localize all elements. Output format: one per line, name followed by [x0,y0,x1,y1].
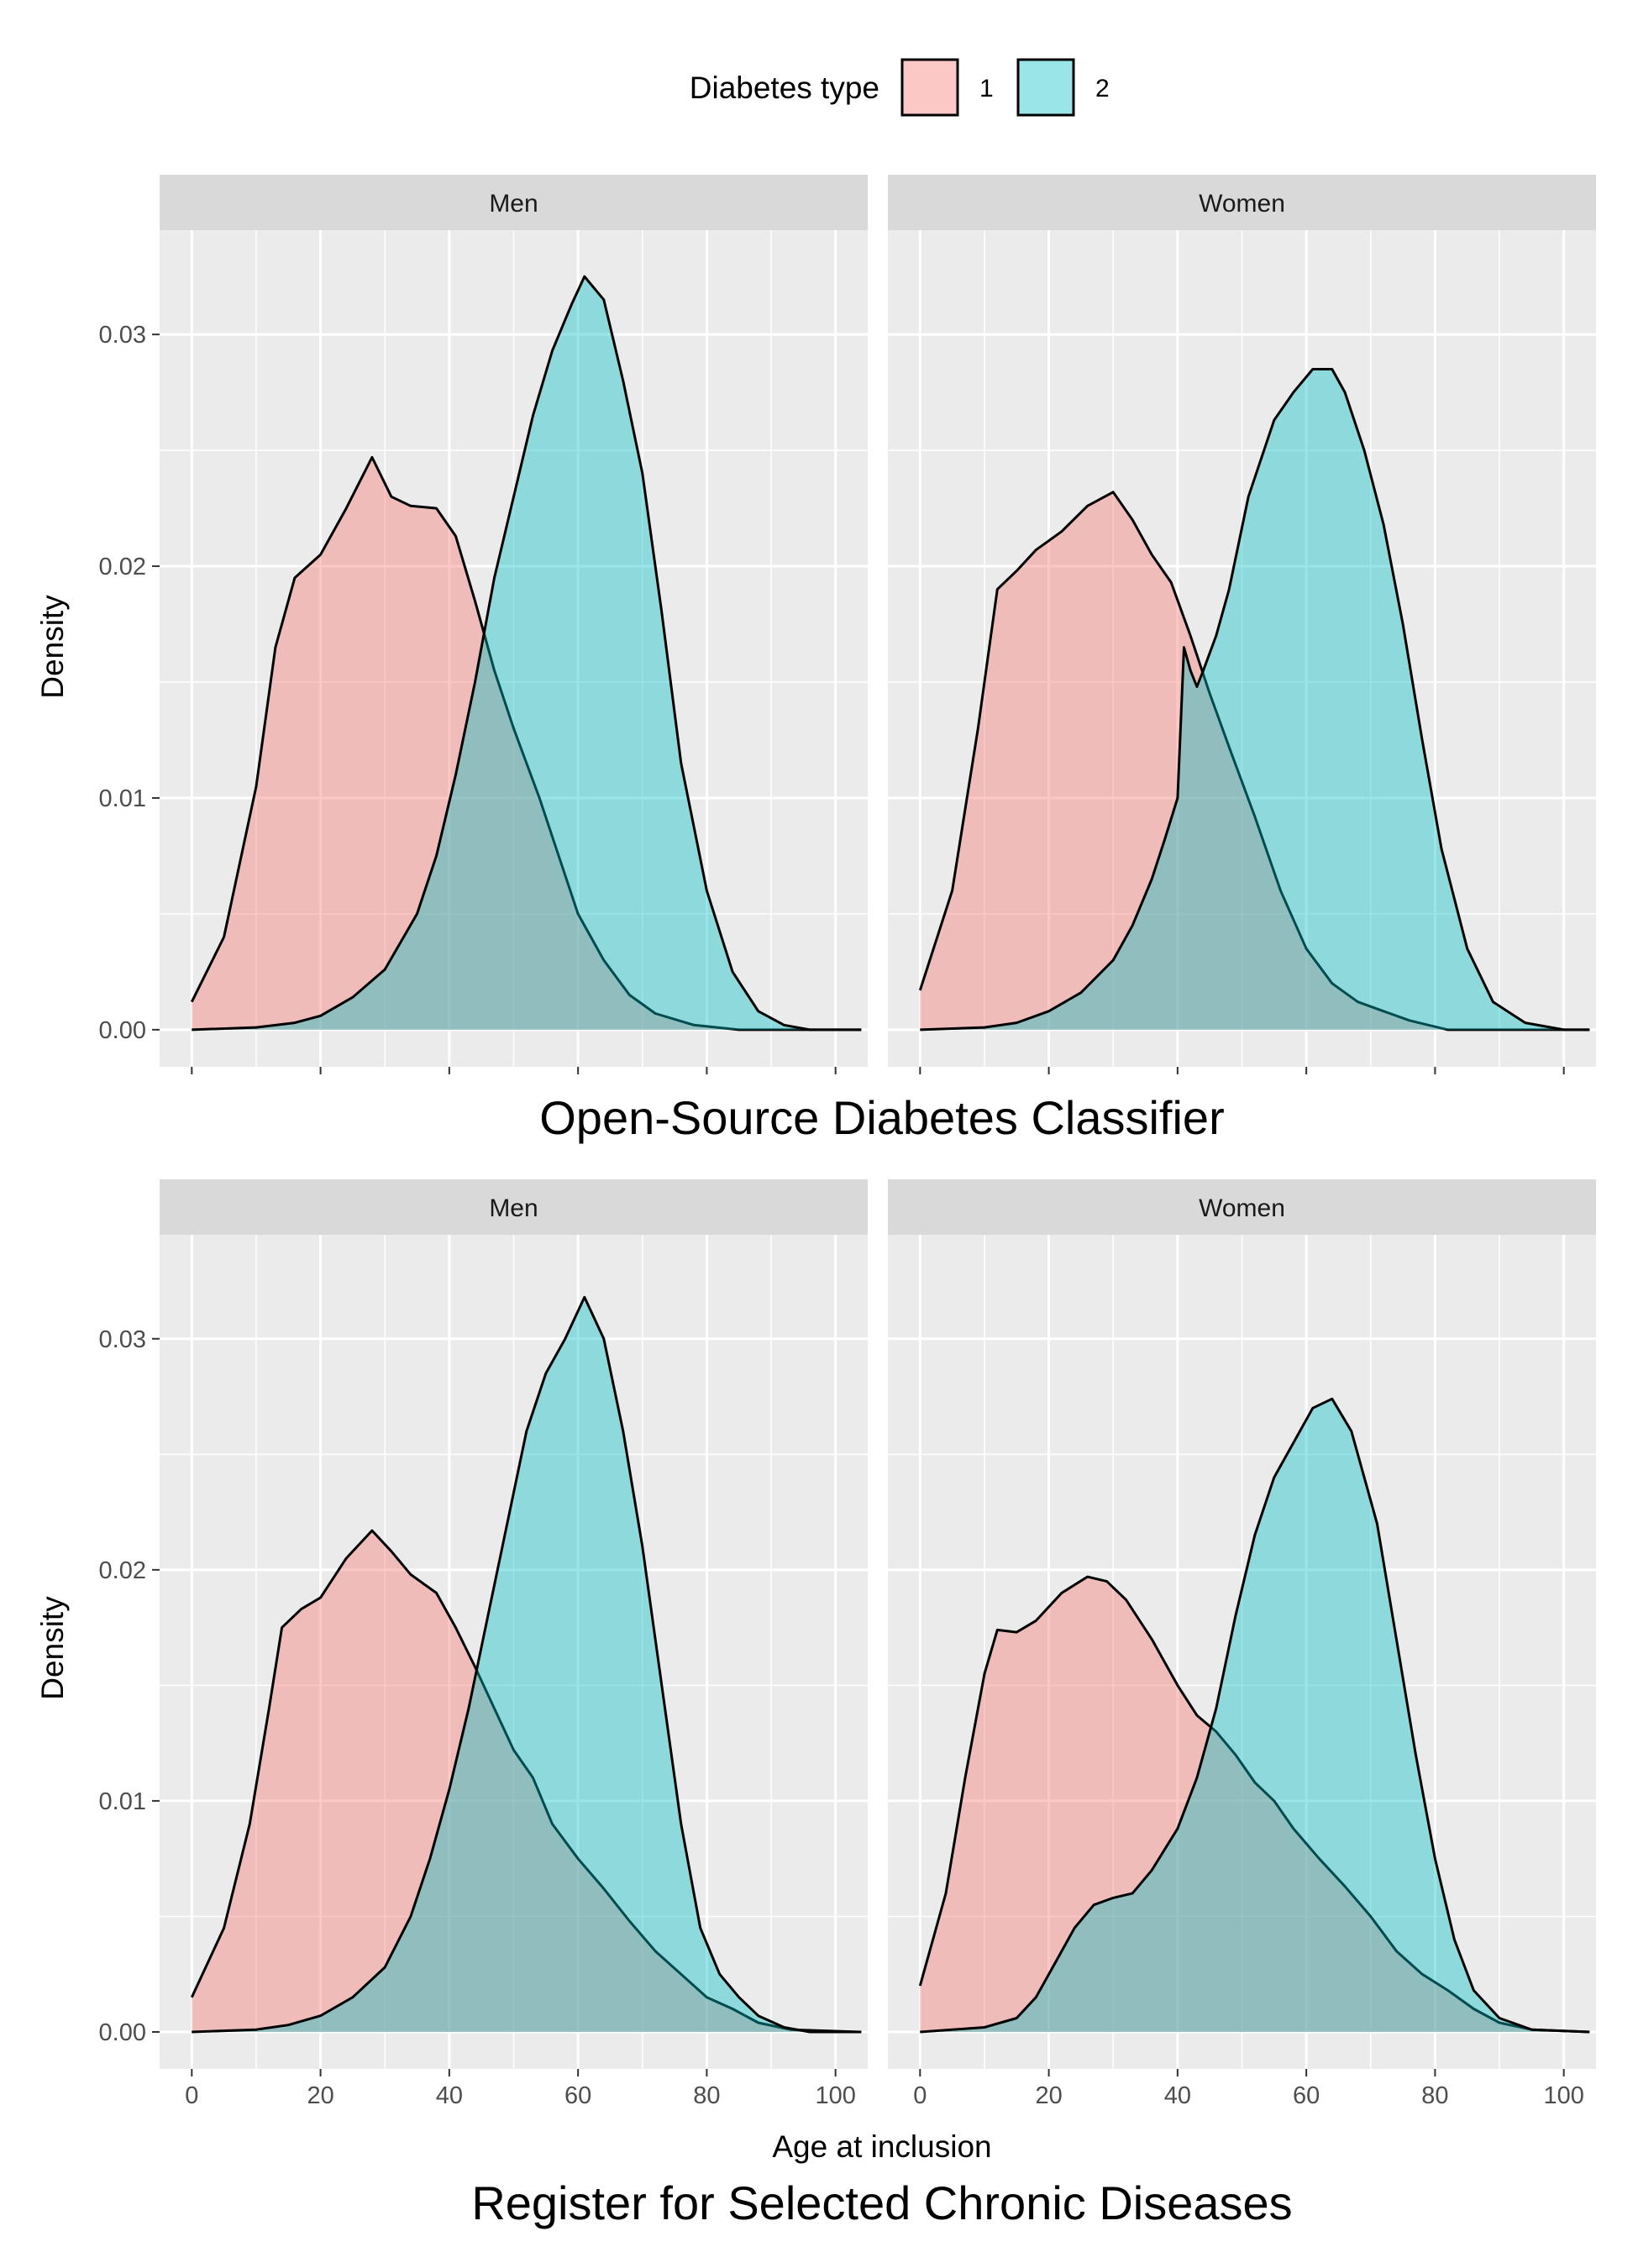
y-tick-label: 0.02 [99,1557,146,1584]
x-axis-title: Age at inclusion [772,2129,991,2164]
panel-women: Women 0 20 40 60 80 100 [888,1179,1596,2109]
density-outline-type-2 [192,1295,862,2034]
legend-label-type-1: 1 [979,75,994,102]
x-tick-label: 40 [1164,2082,1191,2109]
x-tick-label: 20 [1035,2082,1062,2109]
x-tick-label: 60 [564,2082,591,2109]
x-tick-label: 100 [815,2082,855,2109]
density-area-type-2 [192,1297,862,2032]
panel-women: Women [888,175,1596,1074]
facet-label: Men [489,1194,538,1222]
density-area-type-1 [920,491,1590,1030]
density-outline-type-2 [920,368,1590,1032]
x-tick-label: 80 [1421,2082,1448,2109]
y-tick-label: 0.00 [99,1017,146,1044]
y-tick-label: 0.01 [99,1788,146,1815]
facet-strip [160,1179,868,1235]
facet-label: Women [1199,1194,1285,1222]
density-area-type-2 [920,1399,1590,2032]
y-axis-title-row-1: Density [35,595,70,699]
density-area-type-2 [192,276,862,1030]
facet-label: Men [489,190,538,218]
facet-label: Women [1199,190,1285,218]
density-outline-type-2 [192,275,862,1032]
x-tick-label: 20 [307,2082,333,2109]
x-tick-label: 0 [913,2082,927,2109]
legend-key-type-2 [1016,58,1075,117]
y-tick-label: 0.02 [99,554,146,580]
x-tick-label: 100 [1543,2082,1583,2109]
x-tick-label: 40 [436,2082,463,2109]
density-area-type-2 [920,369,1590,1030]
panel-men: Men 0.00 0.01 0.02 0.03 0 20 40 60 80 100 [99,1179,868,2109]
y-tick-label: 0.03 [99,1326,146,1353]
y-tick-label: 0.03 [99,322,146,349]
density-area-type-1 [192,457,862,1030]
x-tick-label: 60 [1293,2082,1320,2109]
density-area-type-1 [920,1577,1590,2032]
panel-men: Men 0.00 0.01 0.02 0.03 [99,175,868,1074]
facet-strip [160,175,868,230]
facet-strip [888,175,1596,230]
density-outline-type-2 [920,1397,1590,2034]
density-outline-type-1 [918,491,1590,1032]
density-outline-type-1 [190,455,862,1032]
chart-chronic-diseases-register: Men 0.00 0.01 0.02 0.03 0 20 40 60 80 100 Women 0 20 4… [99,1179,1596,2109]
row-title-register: Register for Selected Chronic Diseases [471,2176,1292,2229]
y-axis-title-row-2: Density [35,1596,70,1700]
chart-open-source-classifier: Men 0.00 0.01 0.02 0.03 Women [99,175,1596,1074]
density-area-type-1 [192,1530,862,2032]
density-outline-type-1 [190,1529,862,2034]
legend: Diabetes type 1 2 [690,58,1110,117]
facet-strip [888,1179,1596,1235]
y-tick-label: 0.00 [99,2019,146,2046]
x-tick-label: 0 [185,2082,198,2109]
x-tick-label: 80 [693,2082,720,2109]
row-title-open-source: Open-Source Diabetes Classifier [539,1091,1224,1144]
density-outline-type-1 [918,1575,1590,2034]
legend-key-type-1 [900,58,959,117]
legend-label-type-2: 2 [1095,75,1110,102]
y-tick-label: 0.01 [99,785,146,812]
legend-title: Diabetes type [690,71,879,105]
